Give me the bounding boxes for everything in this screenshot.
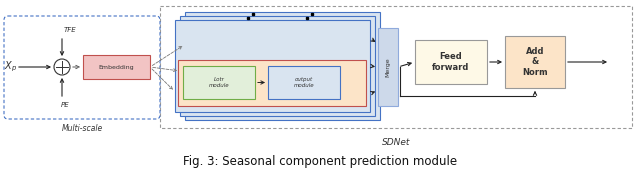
Text: TFE: TFE [64,27,76,33]
Bar [183,66,255,99]
Text: Lotr
module: Lotr module [209,77,229,88]
Bar [160,6,632,128]
Bar [415,40,487,84]
Bar [378,28,398,106]
Bar [83,55,150,79]
Text: SDNet: SDNet [382,138,410,147]
Bar [185,12,380,120]
Text: Embedding: Embedding [99,64,134,70]
Text: output
module: output module [294,77,314,88]
Bar [505,36,565,88]
Text: Multi-scale: Multi-scale [61,124,102,133]
Bar [180,16,375,116]
Bar [268,66,340,99]
Bar [175,20,370,112]
Text: Add
&
Norm: Add & Norm [522,47,548,77]
Text: Fig. 3: Seasonal component prediction module: Fig. 3: Seasonal component prediction mo… [183,156,457,169]
Text: PE: PE [61,102,69,108]
Text: Feed
forward: Feed forward [432,52,470,72]
Text: Merge: Merge [385,57,390,77]
Text: $X_p$: $X_p$ [4,60,17,74]
Circle shape [54,59,70,75]
Bar [178,60,366,106]
